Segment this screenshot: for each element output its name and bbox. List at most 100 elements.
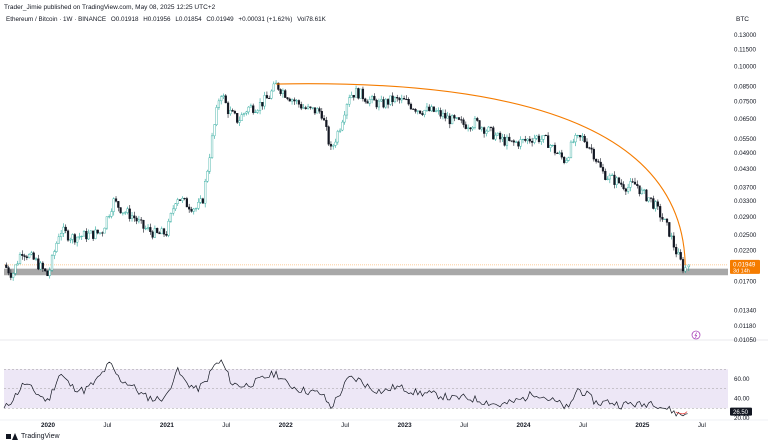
candle-body [345, 104, 349, 116]
candle-body [489, 126, 493, 128]
price-tick-label: 0.01180 [734, 323, 756, 330]
candle-body [162, 228, 166, 235]
candle-body [66, 230, 70, 241]
candle-body [288, 98, 291, 102]
candle-body [242, 113, 246, 115]
candle-body [336, 131, 339, 143]
candle-body [87, 232, 90, 240]
candle-body [542, 135, 545, 140]
candle-body [485, 130, 488, 134]
candle-body [396, 97, 399, 99]
candle-body [613, 174, 616, 185]
candle-body [210, 135, 214, 158]
symbol-title[interactable]: Ethereum / Bitcoin · 1W · BINANCE [6, 16, 107, 23]
candle-body [112, 198, 115, 212]
candles[interactable] [5, 80, 690, 281]
rsi-line[interactable] [3, 359, 688, 417]
candle-body [405, 99, 408, 101]
candle-body [620, 182, 623, 185]
currency-label: BTC [736, 16, 749, 23]
candle-body [681, 259, 685, 272]
price-tick-label: 0.01340 [734, 308, 757, 315]
candle-body [316, 108, 319, 114]
candle-body [194, 208, 198, 210]
time-tick-label: Jul [579, 422, 587, 429]
candle-body [487, 126, 490, 132]
pane-bolt-icon[interactable] [691, 330, 701, 340]
candle-body [663, 218, 666, 220]
candle-body [222, 95, 225, 97]
candle-body [105, 216, 108, 229]
candle-body [368, 99, 371, 104]
candle-body [48, 269, 51, 277]
candle-body [57, 236, 60, 244]
ohlc-change: +0.00031 (+1.62%) [238, 16, 293, 23]
rsi-tick-label: 40.00 [734, 396, 750, 403]
candle-body [510, 140, 513, 142]
time-axis[interactable]: 2020 Jul 2021 Jul 2022 Jul 2023 Jul 2024 Jul 2025 J… [41, 422, 706, 429]
candle-body [247, 106, 250, 113]
candle-body [595, 158, 598, 162]
candle-body [450, 115, 454, 125]
last-candle-body [687, 264, 690, 268]
time-tick-label: 2022 [279, 422, 294, 429]
candle-body [370, 96, 374, 100]
candle-body [226, 102, 230, 115]
candle-body [176, 199, 179, 204]
candle-body [585, 141, 589, 148]
candle-body [348, 97, 351, 105]
price-tick-label: 0.06500 [734, 116, 757, 123]
candle-body [261, 102, 264, 107]
price-axis[interactable]: 0.13000 0.11500 0.10000 0.08500 0.07500 0.065… [734, 32, 757, 344]
ohlc-open: O0.01918 [110, 16, 139, 23]
candle-body [407, 99, 410, 105]
candle-body [101, 232, 104, 234]
rounded-top-arc[interactable] [276, 83, 686, 265]
candle-body [297, 100, 301, 105]
candle-body [629, 181, 632, 188]
tradingview-brand[interactable]: TradingView [6, 433, 60, 440]
candle-body [55, 243, 58, 252]
candle-body [537, 135, 541, 142]
candle-body [496, 132, 499, 136]
candle-body [343, 114, 346, 123]
candle-body [322, 118, 326, 121]
candle-body [188, 206, 191, 210]
candle-body [41, 262, 44, 269]
candle-body [453, 115, 456, 119]
candle-body [23, 255, 26, 257]
candle-body [96, 229, 99, 234]
candle-body [622, 184, 625, 189]
candle-body [156, 228, 159, 233]
candle-body [640, 189, 643, 195]
candle-body [293, 99, 296, 102]
candle-body [627, 187, 630, 192]
candle-body [375, 99, 378, 108]
candle-body [441, 112, 445, 117]
candle-body [592, 148, 595, 160]
support-zone[interactable] [4, 268, 728, 276]
candle-body [151, 231, 154, 238]
price-tick-label: 0.01050 [734, 337, 757, 344]
candle-body [34, 258, 38, 260]
candle-body [494, 134, 497, 140]
candle-body [268, 97, 271, 99]
badge-background [730, 259, 760, 274]
candle-body [391, 95, 394, 103]
candle-body [599, 161, 602, 168]
candle-body [382, 99, 385, 108]
candle-body [576, 135, 579, 137]
candle-body [572, 141, 575, 143]
candle-body [560, 152, 563, 158]
time-tick-label: 2023 [398, 422, 413, 429]
candle-body [373, 96, 376, 101]
price-tick-label: 0.08500 [734, 83, 757, 90]
candle-body [12, 273, 15, 278]
candle-body [467, 127, 470, 129]
time-tick-label: Jul [222, 422, 230, 429]
candle-body [448, 115, 451, 125]
candle-body [423, 110, 426, 115]
